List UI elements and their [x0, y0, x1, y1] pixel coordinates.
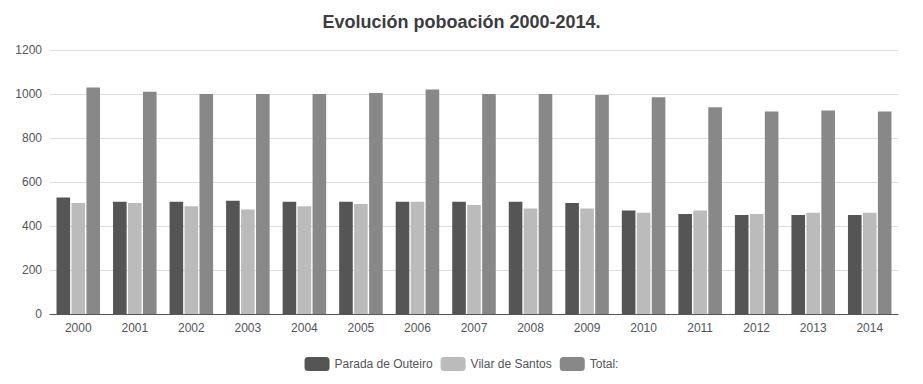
svg-text:2009: 2009: [574, 321, 601, 335]
svg-text:2012: 2012: [743, 321, 770, 335]
svg-text:800: 800: [22, 131, 42, 145]
svg-text:2007: 2007: [461, 321, 488, 335]
svg-text:2011: 2011: [687, 321, 713, 335]
svg-text:2003: 2003: [235, 321, 262, 335]
svg-text:2005: 2005: [348, 321, 375, 335]
svg-text:400: 400: [22, 219, 42, 233]
svg-text:2014: 2014: [856, 321, 883, 335]
svg-text:1000: 1000: [15, 87, 42, 101]
svg-text:Total:: Total:: [590, 357, 619, 371]
svg-text:2006: 2006: [404, 321, 431, 335]
svg-text:2004: 2004: [291, 321, 318, 335]
svg-text:Vilar de Santos: Vilar de Santos: [471, 357, 552, 371]
svg-text:2008: 2008: [517, 321, 544, 335]
svg-text:200: 200: [22, 263, 42, 277]
svg-text:2000: 2000: [65, 321, 92, 335]
svg-text:2013: 2013: [800, 321, 827, 335]
svg-text:2010: 2010: [630, 321, 657, 335]
svg-text:2002: 2002: [178, 321, 205, 335]
svg-text:2001: 2001: [121, 321, 148, 335]
svg-text:1200: 1200: [15, 43, 42, 57]
svg-text:600: 600: [22, 175, 42, 189]
svg-text:Parada de Outeiro: Parada de Outeiro: [335, 357, 433, 371]
svg-text:0: 0: [35, 307, 42, 321]
svg-text:Evolución poboación 2000-2014.: Evolución poboación 2000-2014.: [322, 12, 600, 32]
